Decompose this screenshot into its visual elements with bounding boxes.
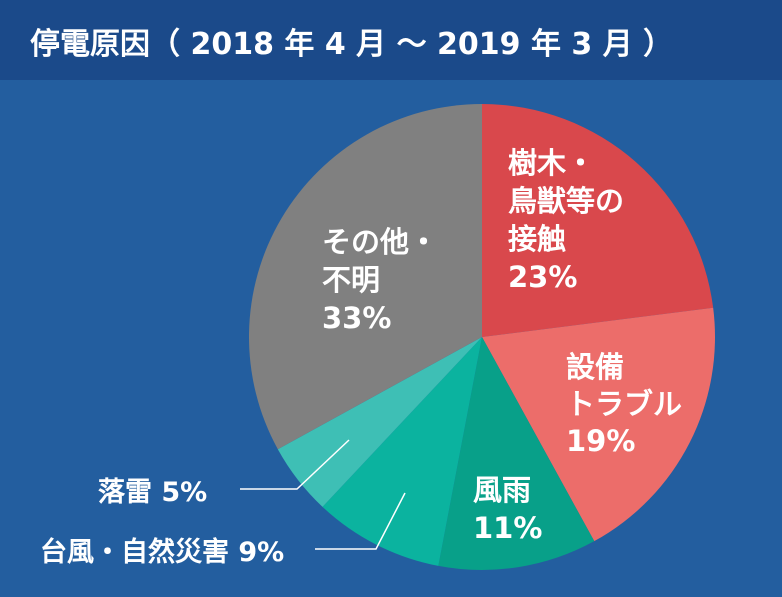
slice-label-2: 設備トラブル 19% xyxy=(566,350,682,458)
pie-slice-4 xyxy=(322,337,482,566)
chart-title: 停電原因（ 2018 年 4 月 〜 2019 年 3 月 ） xyxy=(30,27,674,62)
slice-label-5: 落雷 5% xyxy=(98,477,207,508)
leader-line-5 xyxy=(240,439,350,490)
pie-slice-2 xyxy=(482,307,715,542)
slice-label-3: 風雨 11% xyxy=(473,473,542,545)
slice-label-4: 台風・自然災害 9% xyxy=(40,536,284,568)
chart-header xyxy=(0,0,782,80)
slice-label-1: 樹木・鳥獣等の接触 23% xyxy=(508,146,624,294)
pie-slice-6 xyxy=(248,104,482,450)
leader-line-4 xyxy=(315,492,406,550)
pie-slice-5 xyxy=(277,337,482,507)
pie-slice-3 xyxy=(438,337,595,570)
pie-slice-1 xyxy=(482,104,714,337)
slice-label-6: その他・不明 33% xyxy=(322,225,438,335)
